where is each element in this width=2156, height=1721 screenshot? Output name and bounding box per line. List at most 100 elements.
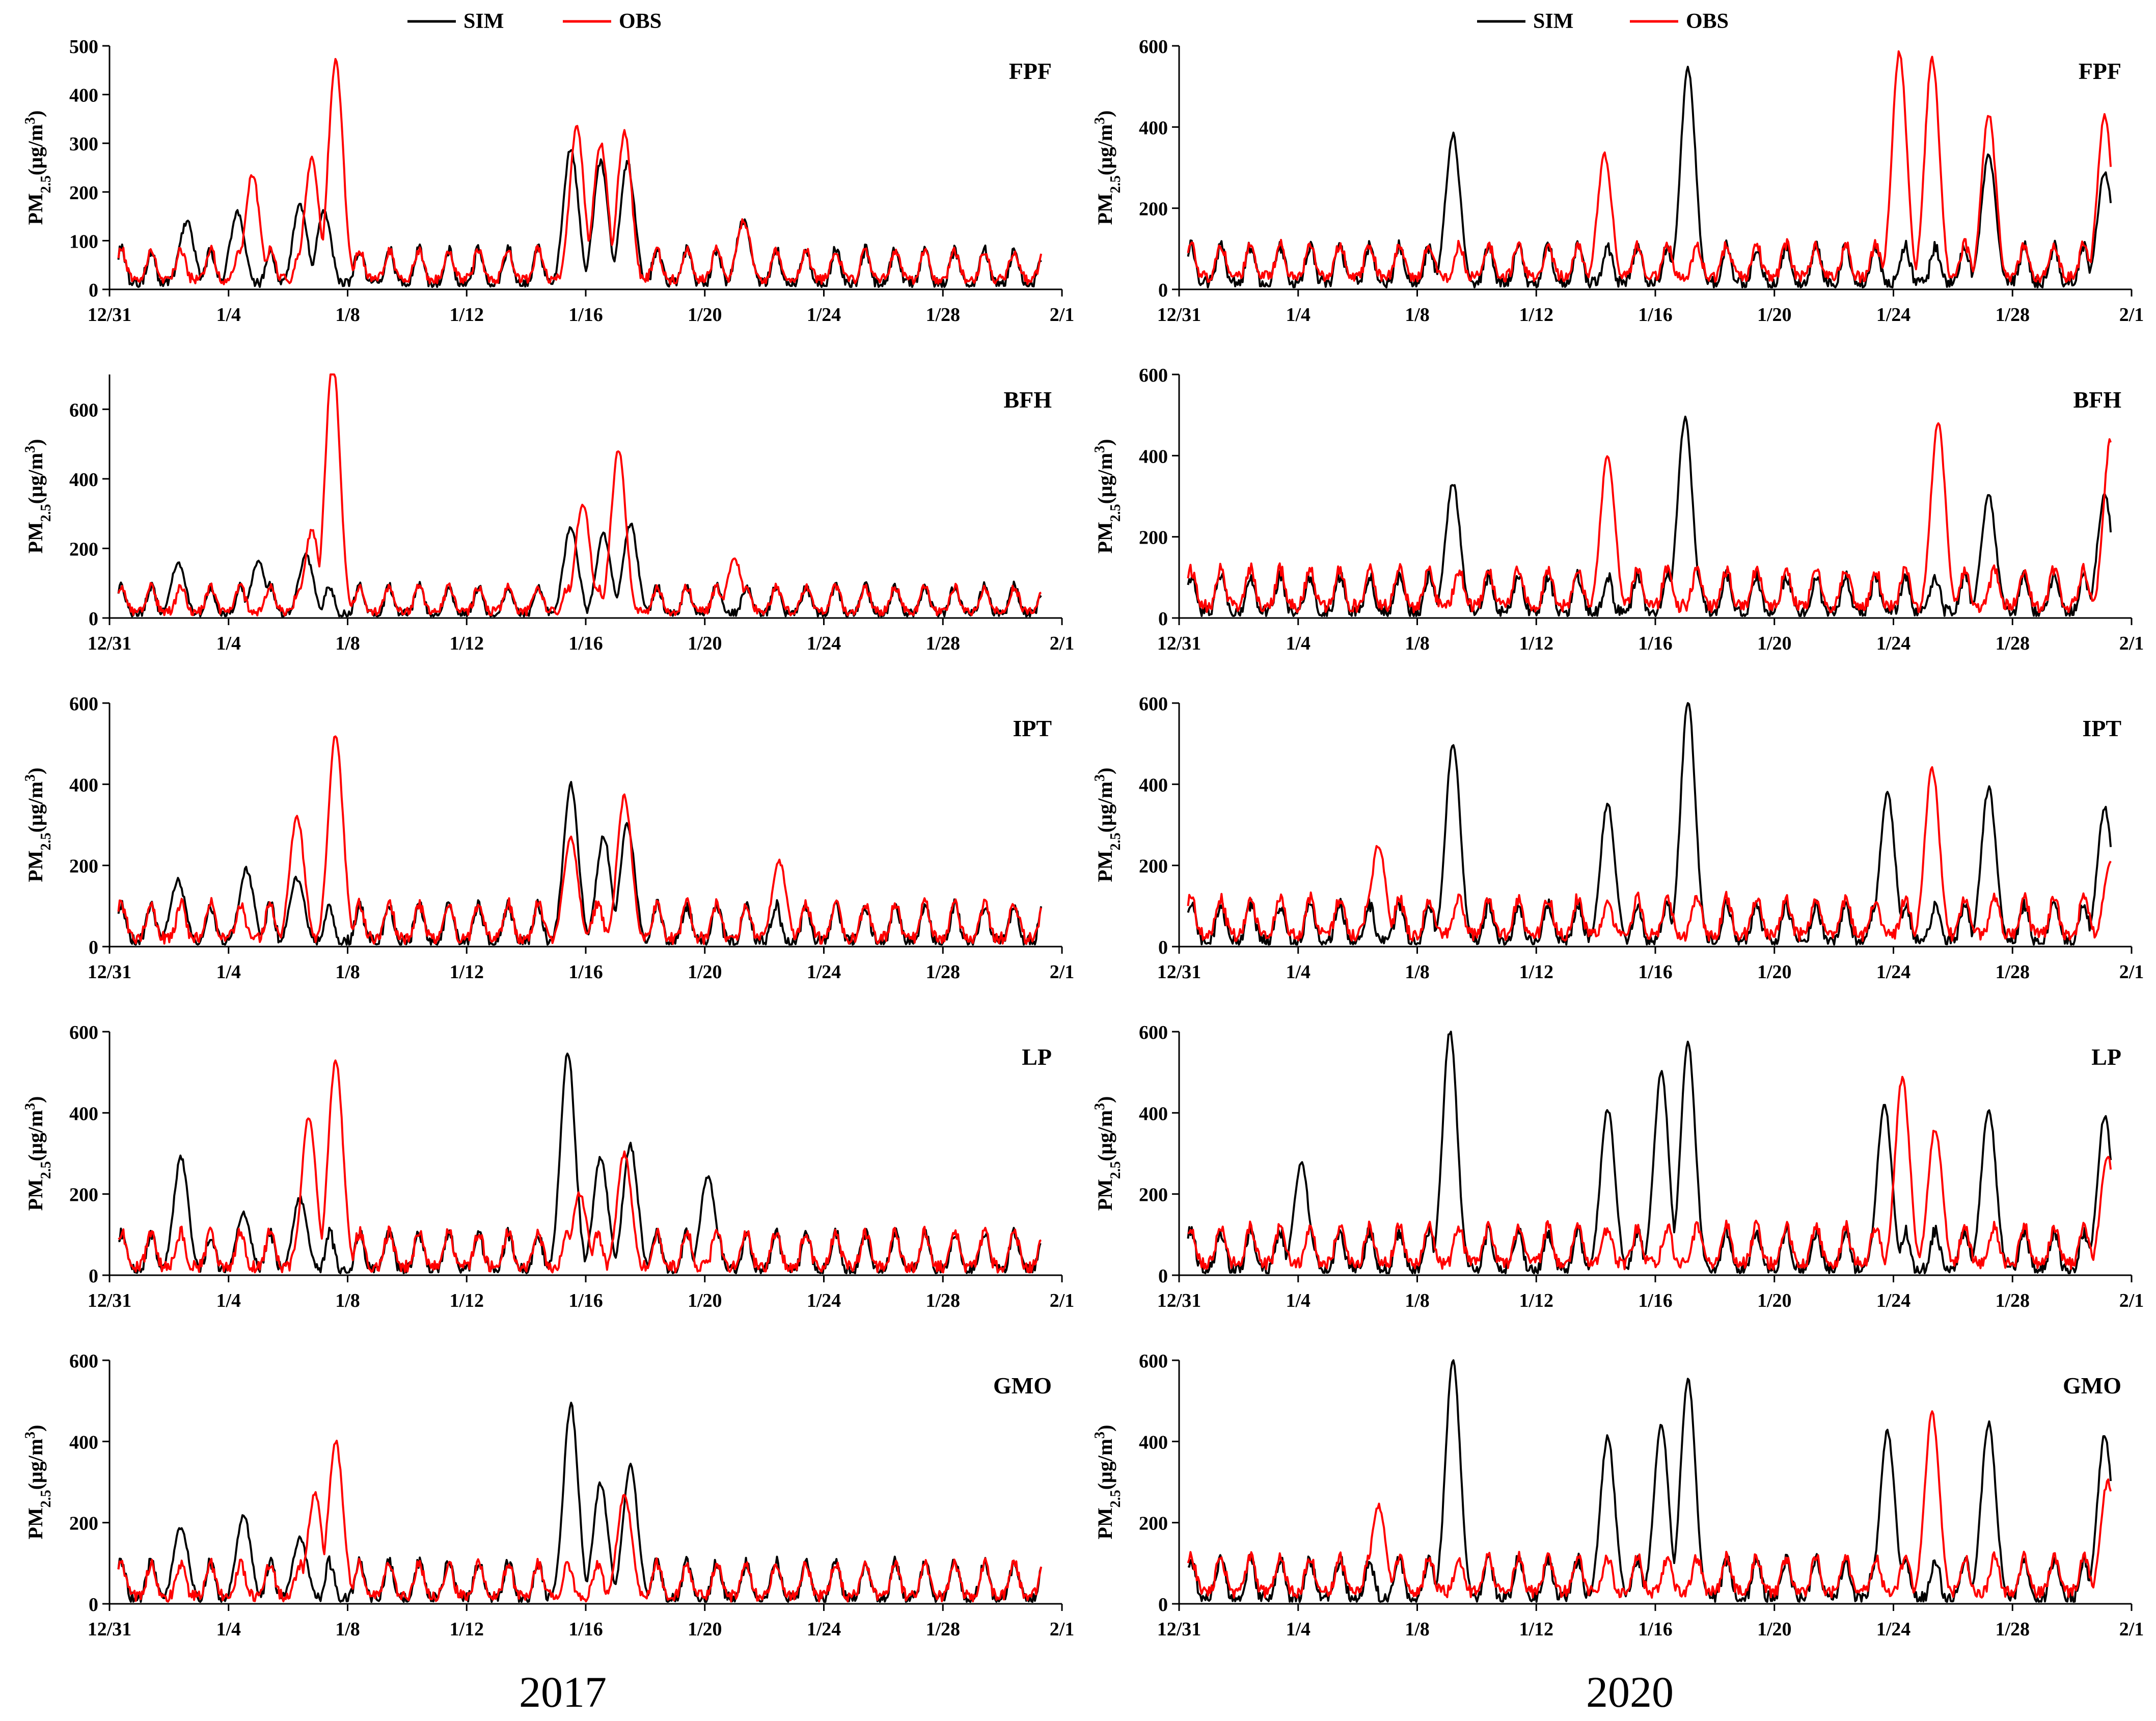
y-axis-label: PM2.5(μg/m3) [22,1096,54,1211]
x-tick-label: 1/4 [1286,961,1311,983]
x-tick-label: 2/1 [2119,961,2144,983]
y-tick-label: 200 [69,1185,98,1206]
x-tick-label: 1/8 [1405,961,1430,983]
x-tick-label: 1/24 [1876,1619,1911,1640]
y-tick-label: 400 [69,85,98,106]
x-tick-label: 1/16 [568,1619,603,1640]
y-tick-label: 200 [1139,1513,1168,1535]
x-tick-label: 1/20 [1757,304,1792,326]
y-axis-label: PM2.5(μg/m3) [1092,439,1124,554]
x-tick-label: 1/28 [925,304,960,326]
x-tick-label: 12/31 [1157,304,1202,326]
x-tick-label: 1/8 [1405,1619,1430,1640]
y-tick-label: 0 [89,937,98,958]
y-tick-label: 0 [89,1594,98,1616]
year-label-2017: 2017 [519,1668,607,1716]
x-tick-label: 1/12 [449,304,484,326]
y-tick-label: 400 [1139,1432,1168,1453]
x-tick-label: 1/24 [1876,633,1911,654]
x-tick-label: 2/1 [2119,1619,2144,1640]
station-label: FPF [2079,58,2121,84]
x-tick-label: 1/20 [1757,961,1792,983]
x-tick-label: 1/20 [1757,633,1792,654]
y-tick-label: 0 [89,1266,98,1287]
x-tick-label: 1/28 [1995,633,2030,654]
x-tick-label: 1/12 [449,1290,484,1311]
y-tick-label: 400 [1139,774,1168,796]
y-tick-label: 200 [69,856,98,877]
x-tick-label: 1/8 [1405,1290,1430,1311]
x-tick-label: 1/16 [568,961,603,983]
x-tick-label: 1/4 [216,1290,241,1311]
x-tick-label: 1/20 [688,304,722,326]
x-tick-label: 1/4 [1286,304,1311,326]
y-axis-label: PM2.5(μg/m3) [22,768,54,882]
legend-2020: SIM OBS [1477,10,1729,33]
y-tick-label: 600 [1139,36,1168,58]
x-tick-label: 1/28 [1995,961,2030,983]
panel-2017-lp: 0 200 400 600 12/31 1/4 1/8 1/12 1/16 1/20 1/24 1/2… [22,1022,1075,1311]
x-tick-label: 1/12 [449,633,484,654]
x-tick-label: 12/31 [1157,961,1202,983]
x-tick-label: 2/1 [1050,961,1075,983]
series-sim-line [117,1402,1043,1603]
y-tick-label: 200 [69,182,98,204]
y-tick-label: 200 [1139,856,1168,877]
y-tick-label: 600 [69,1351,98,1372]
y-tick-label: 600 [1139,365,1168,386]
x-tick-label: 1/16 [1638,1619,1673,1640]
y-axis-label: PM2.5(μg/m3) [22,1425,54,1540]
station-label: LP [2091,1044,2121,1070]
x-tick-label: 1/20 [1757,1290,1792,1311]
x-tick-label: 1/24 [807,633,841,654]
y-tick-label: 600 [69,693,98,715]
y-tick-label: 600 [1139,1022,1168,1043]
x-tick-label: 12/31 [1157,633,1202,654]
panel-2020-lp: 0 200 400 600 12/31 1/4 1/8 1/12 1/16 1/20 1/24 1/2… [1092,1022,2144,1311]
station-label: GMO [2063,1373,2121,1399]
x-tick-label: 1/8 [335,1290,360,1311]
x-tick-label: 1/4 [216,633,241,654]
y-tick-label: 0 [89,608,98,630]
station-label: IPT [1013,715,1052,741]
x-tick-label: 12/31 [88,961,132,983]
x-tick-label: 1/24 [807,1290,841,1311]
station-label: IPT [2082,715,2121,741]
y-tick-label: 200 [69,539,98,560]
x-tick-label: 1/28 [925,633,960,654]
y-axis-label: PM2.5(μg/m3) [1092,768,1124,882]
x-tick-label: 1/24 [807,1619,841,1640]
x-tick-label: 12/31 [88,633,132,654]
y-axis-label: PM2.5(μg/m3) [1092,1425,1124,1540]
series-obs-line [117,735,1043,945]
series-obs-line [1187,1410,2112,1599]
series-sim-line [1187,1359,2112,1603]
y-tick-label: 0 [1158,1594,1168,1616]
x-tick-label: 1/16 [1638,304,1673,326]
x-tick-label: 1/12 [1519,1290,1553,1311]
x-tick-label: 1/20 [688,633,722,654]
x-tick-label: 1/4 [1286,1619,1311,1640]
panel-2017-gmo: 0 200 400 600 12/31 1/4 1/8 1/12 1/16 1/20 1/24 1/2… [22,1351,1075,1640]
x-tick-label: 2/1 [2119,633,2144,654]
x-tick-label: 1/8 [335,961,360,983]
legend-sim-label: SIM [463,10,504,33]
y-tick-label: 200 [1139,1185,1168,1206]
y-tick-label: 400 [1139,117,1168,139]
x-tick-label: 1/16 [1638,961,1673,983]
x-tick-label: 2/1 [1050,1290,1075,1311]
y-tick-label: 400 [69,774,98,796]
panel-2017-bfh: 0 200 400 600 12/31 1/4 1/8 1/12 1/16 1/20 1/24 1/2… [22,373,1075,654]
x-tick-label: 2/1 [1050,633,1075,654]
x-tick-label: 1/8 [1405,304,1430,326]
x-tick-label: 1/4 [216,1619,241,1640]
series-sim-line [117,522,1042,617]
y-tick-label: 0 [1158,1266,1168,1287]
legend-sim-label: SIM [1533,10,1573,33]
station-label: BFH [1003,387,1052,413]
y-tick-label: 400 [1139,446,1168,467]
y-tick-label: 0 [89,280,98,301]
y-tick-label: 500 [69,36,98,58]
series-obs-line [117,373,1042,616]
